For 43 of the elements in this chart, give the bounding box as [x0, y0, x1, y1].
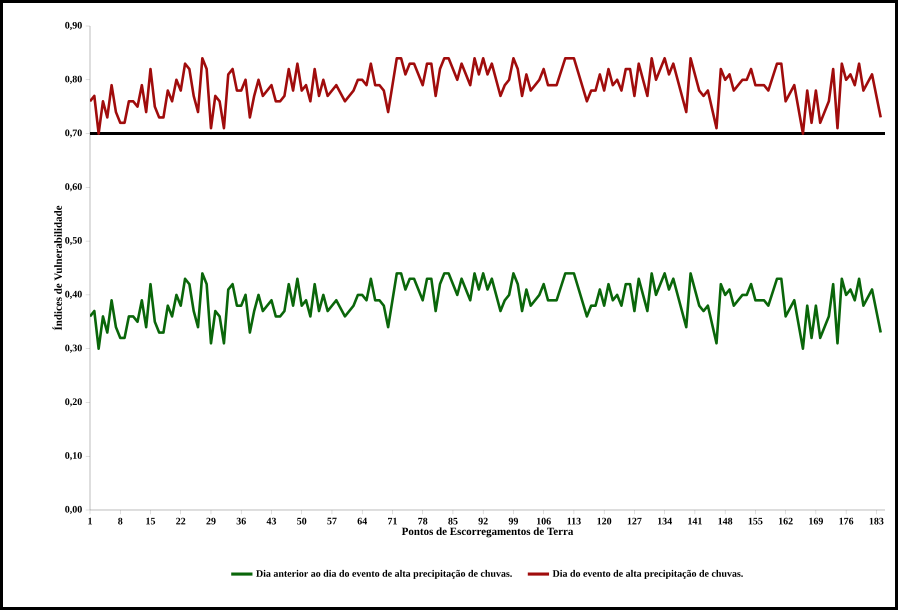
x-tick-label: 50	[297, 518, 306, 524]
x-tick-label: 141	[688, 518, 702, 524]
x-tick-label: 22	[176, 518, 186, 524]
x-tick-label: 176	[839, 518, 854, 524]
x-tick-label: 92	[478, 518, 488, 524]
x-tick-label: 127	[628, 518, 642, 524]
x-tick-label: 155	[748, 518, 763, 524]
x-tick-label: 134	[658, 518, 672, 524]
x-tick-label: 64	[358, 518, 367, 524]
x-axis-title: Pontos de Escorregamentos de Terra	[402, 527, 574, 538]
x-tick-label: 183	[870, 518, 884, 524]
y-axis-title: Índices de Vulnerabilidade	[52, 206, 62, 330]
x-tick-label: 106	[537, 518, 551, 524]
line-series	[90, 272, 882, 350]
x-tick-label: 113	[568, 518, 581, 524]
x-tick-label: 36	[236, 518, 246, 524]
y-tick-label: 0,50	[65, 237, 82, 246]
legend-label: Dia do evento de alta precipitação de chuvas.	[552, 570, 743, 579]
y-tick-label: 0,90	[65, 22, 82, 30]
x-tick-label: 71	[388, 518, 397, 524]
y-tick-label: 0,40	[65, 290, 82, 299]
x-tick-label: 162	[778, 518, 793, 524]
x-tick-label: 8	[118, 518, 122, 524]
x-tick-label: 169	[809, 518, 823, 524]
x-tick-label: 99	[508, 518, 518, 524]
x-tick-label: 43	[266, 518, 276, 524]
y-tick-label: 0,00	[65, 506, 82, 514]
x-tick-label: 78	[418, 518, 428, 524]
y-tick-label: 0,20	[65, 398, 82, 407]
y-tick-label: 0,10	[65, 452, 82, 460]
x-tick-label: 15	[146, 518, 156, 524]
y-tick-label: 0,30	[65, 344, 82, 353]
y-tick-label: 0,60	[65, 183, 82, 192]
x-tick-label: 57	[327, 518, 337, 524]
x-tick-label: 29	[206, 518, 216, 524]
x-tick-label: 120	[597, 518, 612, 524]
y-tick-label: 0,70	[65, 129, 82, 138]
x-tick-label: 1	[88, 518, 92, 524]
line-series	[90, 56, 882, 135]
y-tick-label: 0,80	[65, 76, 82, 84]
legend-label: Dia anterior ao dia do evento de alta precipitação de chuvas.	[256, 570, 512, 579]
x-tick-label: 85	[448, 518, 458, 524]
x-tick-label: 148	[718, 518, 732, 524]
